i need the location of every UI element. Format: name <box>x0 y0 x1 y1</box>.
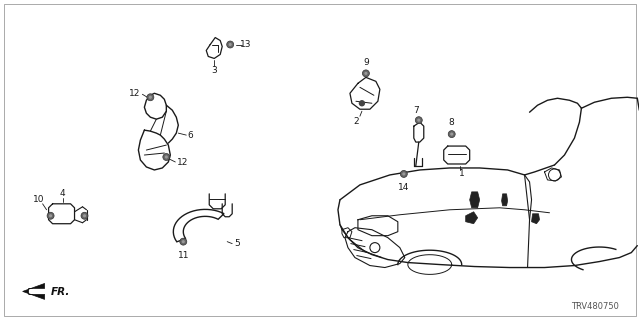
Text: 8: 8 <box>449 118 454 127</box>
Circle shape <box>81 212 88 219</box>
Text: 12: 12 <box>177 158 188 167</box>
Text: FR.: FR. <box>51 287 70 297</box>
Text: 9: 9 <box>363 58 369 67</box>
Circle shape <box>401 171 407 177</box>
Circle shape <box>228 43 232 46</box>
Polygon shape <box>470 192 479 208</box>
Text: TRV480750: TRV480750 <box>572 302 620 311</box>
Circle shape <box>147 94 154 101</box>
Polygon shape <box>532 214 540 224</box>
Circle shape <box>417 119 420 122</box>
Text: 6: 6 <box>188 131 193 140</box>
Text: 14: 14 <box>398 183 410 192</box>
Circle shape <box>180 238 187 245</box>
Circle shape <box>49 214 52 217</box>
Text: 1: 1 <box>459 169 465 179</box>
Text: 5: 5 <box>234 239 240 248</box>
Circle shape <box>360 101 364 106</box>
Circle shape <box>148 96 152 99</box>
Polygon shape <box>466 212 477 224</box>
Circle shape <box>163 154 170 161</box>
Text: 4: 4 <box>60 189 65 198</box>
Circle shape <box>164 156 168 159</box>
Circle shape <box>364 72 367 75</box>
Circle shape <box>182 240 185 243</box>
Circle shape <box>83 214 86 217</box>
Text: 2: 2 <box>353 117 359 126</box>
Text: 3: 3 <box>211 66 217 75</box>
Text: 11: 11 <box>177 251 189 260</box>
Circle shape <box>450 132 453 136</box>
Circle shape <box>362 70 369 77</box>
Circle shape <box>415 117 422 124</box>
Polygon shape <box>22 284 45 300</box>
Text: 13: 13 <box>241 40 252 49</box>
Circle shape <box>47 212 54 219</box>
Text: 10: 10 <box>33 195 44 204</box>
Text: 7: 7 <box>413 106 419 115</box>
Polygon shape <box>502 194 508 206</box>
Circle shape <box>403 172 405 175</box>
Text: 12: 12 <box>129 89 140 98</box>
Circle shape <box>448 131 455 138</box>
Circle shape <box>227 41 234 48</box>
